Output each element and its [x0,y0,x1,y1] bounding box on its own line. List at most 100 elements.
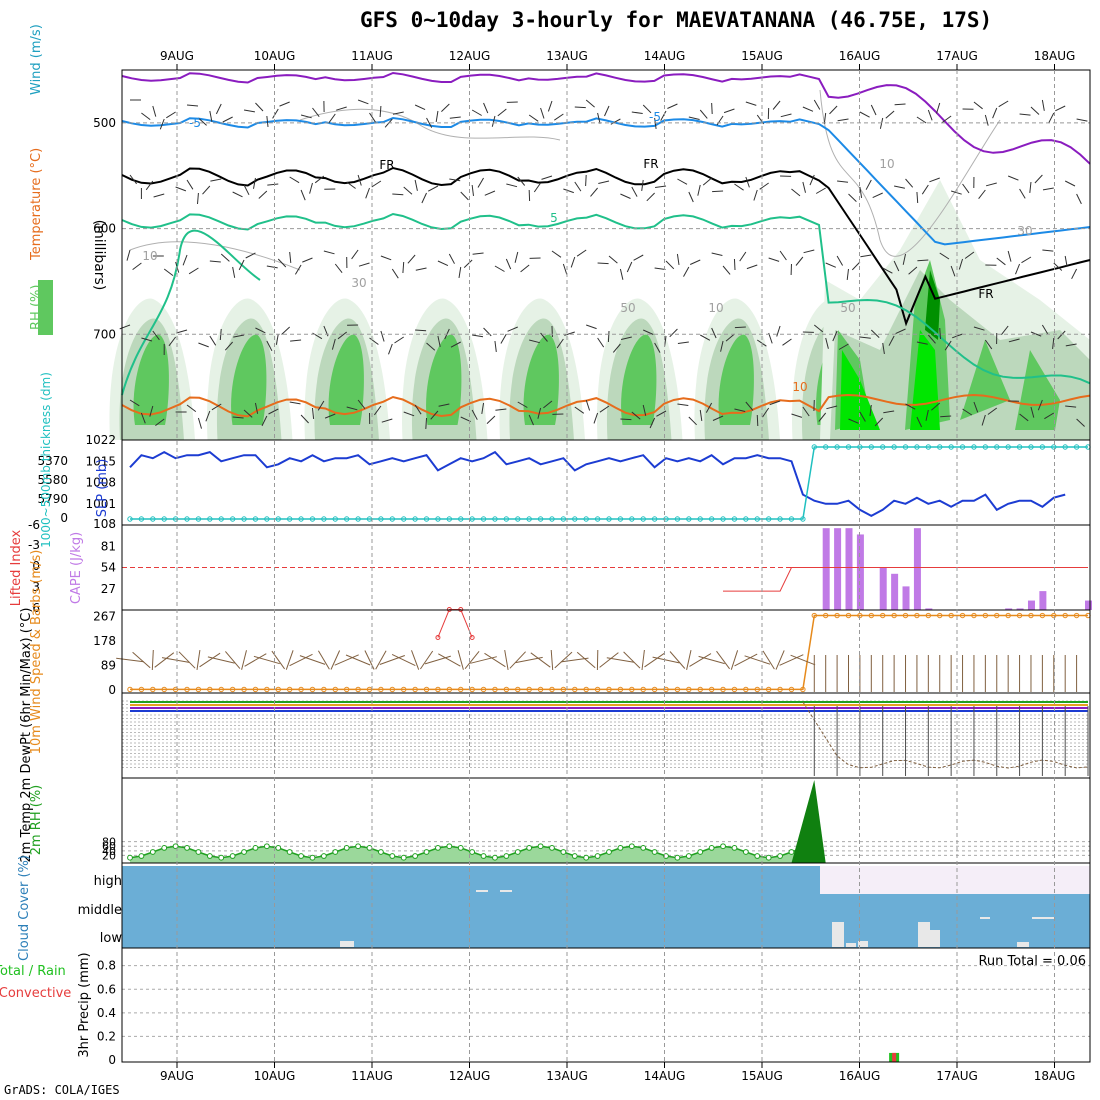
rh-marker [640,845,647,851]
wind-marker [401,686,407,693]
wind-barb-10m [317,650,330,670]
wind-barb [838,343,849,350]
wind-barb [929,177,940,183]
wind-barb [141,112,151,120]
cape-label: CAPE (J/kg) [69,532,84,604]
wind-barb [317,400,325,411]
wind-marker [480,686,487,693]
cloud-label: Cloud Cover (%) [17,855,32,961]
wind-marker [822,612,829,619]
wind-barb [631,411,641,420]
wind-barb [895,328,906,335]
slp-tick-label: 108 [93,517,116,531]
wind-barb [642,404,647,416]
rh-fill-green [231,334,267,425]
thickness-marker [777,516,783,522]
wind-barb [832,330,838,342]
wind-barb [198,342,209,348]
wind-marker [446,686,453,693]
wind-barb [312,107,320,118]
rh-tick-label: 60 [102,840,116,853]
wind-marker [629,686,635,693]
wind-barb [438,403,450,407]
thickness-marker [150,516,156,522]
rh-marker [526,845,533,851]
wind-marker [880,612,886,619]
wind-barb [745,401,754,411]
wind-barb [702,177,712,186]
slp-tick-label: 1015 [85,454,116,468]
wind-barb [829,105,838,115]
thickness-marker [925,444,932,450]
wind-barb [888,335,895,346]
wind-barb [563,188,574,194]
x-tick-label-top: 15AUG [741,49,783,63]
wind-barb-10m [730,650,739,670]
wind-barb [916,116,927,124]
wind-barb [210,178,222,182]
wind-barb [608,255,618,264]
rh-marker [480,853,487,859]
precip-tick-label: 0 [108,1053,116,1067]
rh-marker [423,849,430,855]
rh-marker [503,853,510,859]
cape-tick-label: 27 [101,582,116,596]
wind-barb [992,107,998,119]
wind-barb [302,257,313,263]
thickness-marker [640,516,646,522]
wind-barb [309,182,313,194]
wind-barb [415,329,427,332]
wind-barb [1042,249,1054,252]
wind-marker [229,686,236,693]
wind-barb [759,182,769,190]
wind-barb [369,112,376,123]
wind-barb [324,413,336,419]
wind-barb [574,106,586,109]
thickness-marker [765,516,772,522]
wind-barb [243,109,255,113]
wind-barb [981,414,986,426]
wind-barb [458,266,462,278]
cloud-block [918,922,930,947]
rh-marker [286,849,293,855]
wind-marker [982,612,989,619]
wind-marker [309,686,316,693]
x-tick-label-bottom: 9AUG [160,1069,194,1083]
wind-barb [869,404,872,416]
wind-marker [275,686,281,693]
thickness-marker [834,444,840,450]
wind-barb [813,99,821,110]
cloud-block [858,941,868,947]
thickness-marker [480,516,487,522]
rh-marker [161,845,168,851]
wind-barb [803,249,815,254]
wind-barb [337,331,347,340]
temp-contour-zero [121,166,1091,327]
wind-marker [252,686,259,693]
wind-barb [677,178,688,185]
wind-barb [168,336,177,347]
wind-barb [132,262,142,271]
wind-barb-10m [689,653,712,667]
x-tick-label-bottom: 14AUG [644,1069,686,1083]
rh-marker [685,853,692,859]
wind-marker [378,686,384,693]
cape-bar [834,528,842,610]
wind-label: 10m Wind Speed & Barbs (m/s) [29,550,44,755]
wind-barb-10m [196,650,201,670]
chart-title: GFS 0~10day 3-hourly for MAEVATANANA (46… [360,8,993,32]
thickness-marker [572,516,578,522]
wind-barb [883,410,895,414]
rh-tick-label: 20 [102,849,116,862]
wind-barb [1001,325,1009,336]
wind-marker [948,612,954,619]
cape-bar [845,528,853,610]
wind-barb [643,329,654,335]
wind-barb-10m [151,649,154,671]
wind-barb [802,406,810,417]
wind-barb [665,260,675,270]
wind-barb [255,102,264,112]
wind-marker [207,686,213,693]
wind-barb [610,118,621,125]
wind-marker [458,686,464,693]
